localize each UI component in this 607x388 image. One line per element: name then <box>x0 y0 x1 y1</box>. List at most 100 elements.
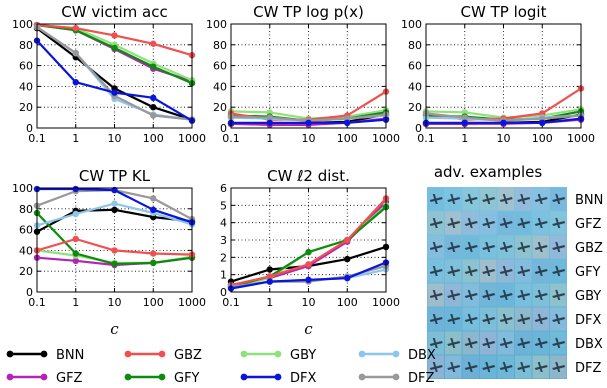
airplane-icon <box>447 218 461 228</box>
adv-row-label: GFY <box>575 265 601 280</box>
airplane-icon <box>552 362 566 372</box>
chart-title: CW victim acc <box>61 3 167 21</box>
adv-row-label: GBZ <box>575 241 603 256</box>
airplane-icon <box>429 362 443 372</box>
airplane-icon <box>464 338 478 348</box>
data-point-DFZ <box>266 114 273 121</box>
data-point-GFY <box>305 248 312 256</box>
series-GBZ <box>33 235 196 258</box>
airplane-icon <box>517 242 531 252</box>
x-tick-label: 1000 <box>178 296 206 309</box>
y-tick-label: 0 <box>26 122 33 135</box>
y-tick-label: 80 <box>19 203 33 216</box>
y-tick-label: 0 <box>220 286 227 299</box>
data-point-GFY <box>72 250 79 257</box>
airplane-icon <box>552 194 566 204</box>
legend-item-DFZ: DFZ <box>358 371 434 386</box>
airplane-icon <box>482 338 496 348</box>
data-point-DBX <box>111 200 118 207</box>
airplane-icon <box>552 290 566 300</box>
data-point-DBX <box>72 210 79 218</box>
data-point-BNN <box>111 206 118 214</box>
x-tick-label: 0.1 <box>417 132 435 145</box>
data-point-DFX <box>111 89 118 96</box>
legend-marker <box>6 350 14 358</box>
data-point-DFX <box>72 185 79 193</box>
legend-marker <box>158 350 166 358</box>
airplane-icon <box>499 218 513 228</box>
adv-panel-title: adv. examples <box>434 163 543 181</box>
airplane-icon <box>482 314 496 324</box>
x-tick-label: 1000 <box>372 132 400 145</box>
x-tick-label: 10 <box>497 132 511 145</box>
x-tick-label: 10 <box>302 296 316 309</box>
data-point-BNN <box>266 266 273 273</box>
plot-frame <box>230 23 387 129</box>
airplane-icon <box>552 218 566 228</box>
data-point-DFX <box>344 274 351 282</box>
legend-marker <box>40 350 48 358</box>
airplane-icon <box>464 218 478 228</box>
y-tick-label: 0 <box>415 122 422 135</box>
airplane-icon <box>482 218 496 228</box>
legend-item-GBZ: GBZ <box>124 348 202 363</box>
airplane-icon <box>447 290 461 300</box>
data-point-GBZ <box>150 250 157 257</box>
y-tick-label: 20 <box>408 101 422 114</box>
plot-frame <box>36 187 193 293</box>
x-tick-label: 1000 <box>567 132 595 145</box>
adv-row-label: GBY <box>575 289 601 304</box>
airplane-icon <box>447 338 461 348</box>
y-tick-label: 60 <box>408 60 422 73</box>
legend: BNN GBZ GBY DBX GFZ GFY DFX DFZ <box>6 348 436 386</box>
y-tick-label: 100 <box>12 18 33 31</box>
airplane-icon <box>517 266 531 276</box>
airplane-icon <box>464 362 478 372</box>
chart-title: CW TP logit <box>461 3 547 21</box>
airplane-icon <box>534 314 548 324</box>
chart-tplogit: 0.1 1 10 100 1000 0 20 40 60 80 100 CW TP logit <box>401 3 595 145</box>
airplane-icon <box>552 314 566 324</box>
x-tick-label: 1 <box>266 132 273 145</box>
data-point-DFZ <box>150 112 157 119</box>
legend-marker <box>6 373 14 381</box>
data-point-GFY <box>111 260 118 268</box>
chart-tplogp: 0.1 1 10 100 1000 0 20 40 60 80 100 CW TP log p(x) <box>206 3 400 145</box>
airplane-icon <box>552 266 566 276</box>
x-tick-label: 10 <box>108 132 122 145</box>
chart-title: CW TP log p(x) <box>253 3 364 21</box>
airplane-icon <box>534 266 548 276</box>
airplane-icon <box>534 362 548 372</box>
airplane-icon <box>552 242 566 252</box>
airplane-icon <box>517 194 531 204</box>
airplane-icon <box>499 290 513 300</box>
legend-label: DFZ <box>408 371 434 386</box>
series-GFY <box>33 21 196 87</box>
data-point-GBZ <box>72 235 79 243</box>
legend-label: GFY <box>174 371 200 386</box>
airplane-icon <box>534 242 548 252</box>
data-point-DFX <box>150 206 157 214</box>
legend-marker <box>124 373 132 381</box>
x-axis-label: c <box>304 320 313 338</box>
x-tick-label: 1 <box>461 132 468 145</box>
data-point-GBZ <box>72 24 79 32</box>
legend-item-GFZ: GFZ <box>6 371 83 386</box>
y-tick-label: 60 <box>19 60 33 73</box>
legend-marker <box>274 373 282 381</box>
y-tick-label: 80 <box>19 39 33 52</box>
y-tick-label: 1 <box>220 269 227 282</box>
x-tick-label: 0.1 <box>28 296 46 309</box>
legend-label: GBY <box>290 348 316 363</box>
x-tick-label: 100 <box>143 132 164 145</box>
airplane-icon <box>499 338 513 348</box>
data-point-DFZ <box>461 114 468 121</box>
legend-item-GBY: GBY <box>240 348 316 363</box>
airplane-icon <box>482 194 496 204</box>
y-tick-label: 6 <box>220 182 227 195</box>
y-tick-label: 100 <box>401 18 422 31</box>
airplane-icon <box>464 314 478 324</box>
x-tick-label: 100 <box>337 132 358 145</box>
